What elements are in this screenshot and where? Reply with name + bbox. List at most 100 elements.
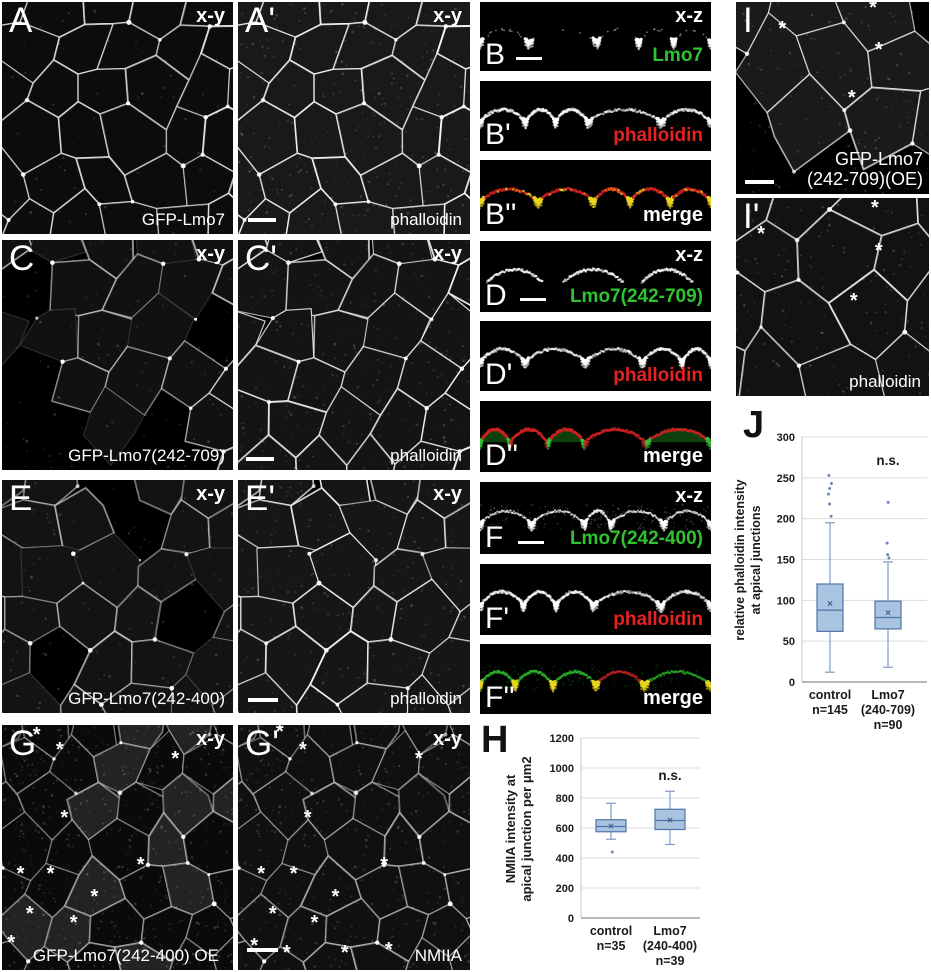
asterisk-marker: * xyxy=(303,807,312,830)
scale-bar xyxy=(518,541,544,544)
xz-panel-D-merge: D'' merge xyxy=(480,401,711,472)
ns-annotation: n.s. xyxy=(876,453,899,468)
xz-image-F-merge xyxy=(480,644,711,714)
micrograph-panel-I-prime: I' phalloidin * * * * xyxy=(736,198,929,396)
panel-label: F'' xyxy=(485,680,515,714)
stain-caption: Lmo7(242-400) xyxy=(569,528,703,549)
axis-plane-label: x-y xyxy=(196,243,225,265)
micrograph-panel-C-prime: C' x-y phalloidin xyxy=(238,240,470,470)
asterisk-marker: * xyxy=(384,939,393,962)
scale-bar xyxy=(745,180,774,184)
asterisk-marker: * xyxy=(7,932,16,955)
micrograph-panel-G-prime: G' x-y NMIIA * * * * * * * * * * * * * * xyxy=(238,725,470,970)
xz-panel-B: B x-z Lmo7 xyxy=(480,2,711,71)
asterisk-marker: * xyxy=(415,748,423,771)
micrograph-image-G xyxy=(2,725,233,970)
caption-line-2: (242-709)(OE) xyxy=(806,169,923,190)
panel-label-J: J xyxy=(743,404,765,446)
xz-image-D-prime xyxy=(480,321,711,391)
asterisk-marker: * xyxy=(310,912,319,935)
xz-panel-D: D x-z Lmo7(242-709) xyxy=(480,241,711,312)
xz-profile xyxy=(485,267,694,284)
axis-plane-label: x-y xyxy=(433,243,462,265)
panel-label: B' xyxy=(485,117,511,151)
axis-plane-label: x-y xyxy=(196,483,225,505)
box-treatment: × xyxy=(874,500,902,668)
micrograph-image-E-prime xyxy=(238,480,470,713)
xz-panel-D-prime: D' phalloidin xyxy=(480,321,711,391)
asterisk-marker: * xyxy=(69,912,78,935)
xz-image-B-merge xyxy=(480,160,711,231)
panel-label: B xyxy=(485,37,506,71)
box-control: × xyxy=(816,473,844,673)
micrograph-panel-A-prime: A' x-y phalloidin xyxy=(238,2,470,234)
y-title-line-1: relative phalloidin intensity xyxy=(733,479,747,641)
asterisk-marker: * xyxy=(282,941,291,964)
stain-caption: phalloidin xyxy=(849,372,921,391)
y-axis-title-text: NMIIA intensity at apical junction per μ… xyxy=(503,756,535,901)
panel-label: F xyxy=(485,520,504,554)
stain-caption: Lmo7(242-709) xyxy=(569,286,703,307)
asterisk-marker: * xyxy=(874,240,883,263)
panel-label: F' xyxy=(485,601,510,635)
micrograph-image-A-prime xyxy=(238,2,470,234)
scale-bar xyxy=(248,218,276,222)
scale-bar xyxy=(248,698,278,702)
xz-panel-F-merge: F'' merge xyxy=(480,644,711,714)
micrograph-image-E xyxy=(2,480,233,713)
stain-caption: merge xyxy=(642,445,703,467)
micrograph-panel-I: I GFP-Lmo7 (242-709)(OE) * * * * xyxy=(736,2,929,194)
scale-bar xyxy=(246,457,274,461)
stain-caption: GFP-Lmo7(242-709) xyxy=(68,446,225,465)
panel-label: E xyxy=(9,480,33,518)
xz-panel-F-prime: F' phalloidin xyxy=(480,564,711,635)
panel-label: I xyxy=(743,2,753,40)
asterisk-marker: * xyxy=(268,902,277,925)
stain-caption: phalloidin xyxy=(390,689,462,708)
asterisk-marker: * xyxy=(340,941,349,964)
asterisk-marker: * xyxy=(171,748,180,771)
axes xyxy=(801,437,927,683)
micrograph-image-G-prime xyxy=(238,725,470,970)
xz-image-F-prime xyxy=(480,564,711,635)
micrograph-image-I-prime xyxy=(736,198,929,396)
caption-line-1: GFP-Lmo7 xyxy=(834,148,923,169)
xz-panel-B-merge: B'' merge xyxy=(480,160,711,231)
panel-label: I' xyxy=(743,198,760,236)
panel-label: B'' xyxy=(485,197,517,231)
asterisk-marker: * xyxy=(289,863,298,886)
box-treatment: × xyxy=(654,790,686,846)
asterisk-marker: * xyxy=(136,853,145,876)
cell-mesh xyxy=(238,725,470,970)
axis-plane-label: x-y xyxy=(433,5,462,27)
asterisk-marker: * xyxy=(757,222,765,245)
asterisk-marker: * xyxy=(299,738,307,761)
cell-mesh xyxy=(2,240,233,470)
gridlines xyxy=(581,737,700,889)
stain-caption: phalloidin xyxy=(613,125,703,146)
asterisk-marker: * xyxy=(16,863,25,886)
ns-annotation: n.s. xyxy=(658,768,681,783)
micrograph-image-C xyxy=(2,240,233,470)
panel-label: A xyxy=(9,2,33,40)
stain-caption: phalloidin xyxy=(613,609,703,630)
stain-caption: phalloidin xyxy=(613,365,703,386)
asterisk-marker: * xyxy=(874,39,883,61)
panel-label: C xyxy=(9,240,35,278)
y-title-line-2: at apical junctions xyxy=(749,505,763,615)
axis-plane-label: x-y xyxy=(196,728,225,750)
xz-profile xyxy=(480,664,711,693)
panel-label: A' xyxy=(245,2,276,40)
y-axis-title-text: relative phalloidin intensity at apical … xyxy=(732,479,764,640)
xz-profile xyxy=(480,346,711,370)
asterisk-marker: * xyxy=(32,725,41,746)
stain-caption: GFP-Lmo7 (242-709)(OE) xyxy=(807,149,923,190)
panel-label: D'' xyxy=(485,438,519,472)
axis-plane-label: x-z xyxy=(675,485,703,507)
y-title-line-1: NMIIA intensity at xyxy=(503,774,518,884)
asterisk-marker: * xyxy=(90,885,99,908)
asterisk-marker: * xyxy=(46,863,55,886)
